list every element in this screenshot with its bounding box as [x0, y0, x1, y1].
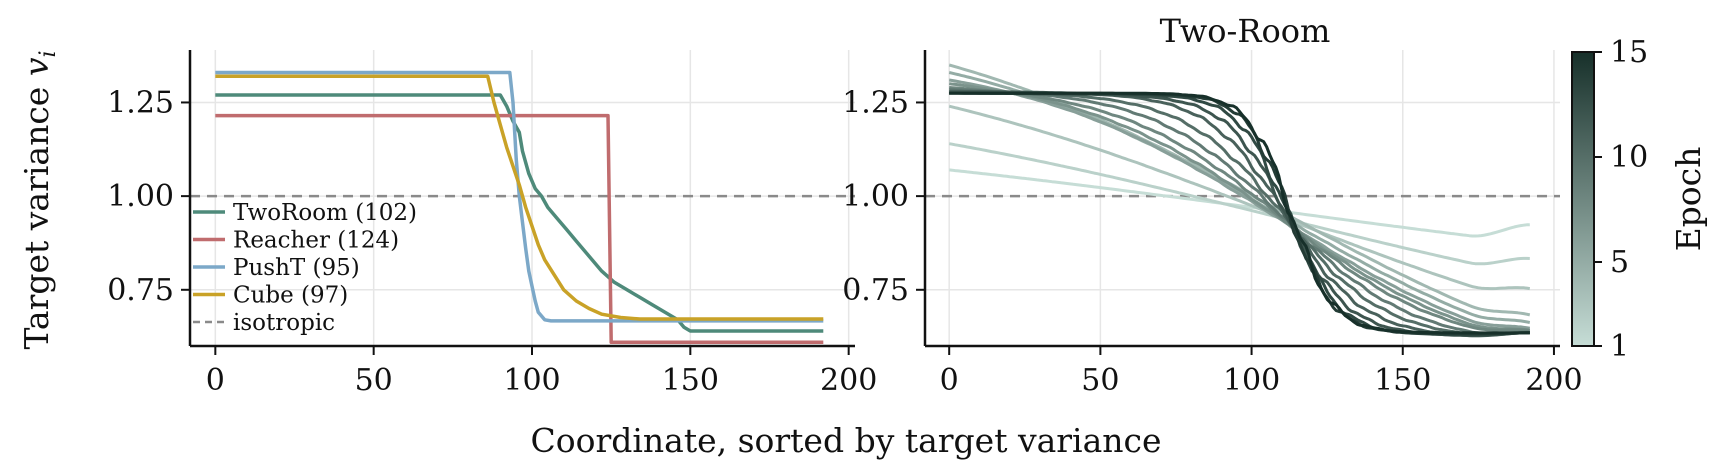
left-axes — [188, 50, 855, 348]
legend-label: isotropic — [233, 310, 335, 336]
x-tick-label: 150 — [662, 363, 719, 398]
y-axis-label: Target variance vi — [17, 50, 61, 349]
legend: TwoRoom (102)Reacher (124)PushT (95)Cube… — [193, 200, 417, 336]
x-tick-label: 50 — [355, 363, 393, 398]
y-axis-label-text: Target variance — [17, 76, 56, 349]
left-panel: 0 50 100 150 200 0.75 1.00 1.25 TwoRoom (102)Re… — [107, 50, 877, 398]
colorbar-tick-label: 10 — [1610, 140, 1648, 175]
epoch-line-6 — [948, 78, 1531, 330]
epoch-line-8 — [949, 86, 1530, 332]
y-tick-label: 0.75 — [842, 273, 909, 308]
epoch-line-15 — [949, 91, 1530, 335]
y-tick-label: 1.25 — [842, 85, 909, 120]
series-line-cube-97 — [215, 74, 824, 321]
x-tick-label: 150 — [1374, 363, 1431, 398]
legend-label: Reacher (124) — [233, 228, 399, 254]
x-tick-label: 0 — [206, 363, 225, 398]
x-axis-label: Coordinate, sorted by target variance — [530, 421, 1161, 460]
x-tick-label: 0 — [940, 363, 959, 398]
y-axis-label-symbol: v — [17, 57, 56, 76]
colorbar-gradient — [1571, 51, 1595, 347]
x-tick-label: 100 — [1223, 363, 1280, 398]
epoch-line-7 — [949, 82, 1530, 332]
colorbar-tick-label: 5 — [1610, 245, 1629, 280]
right-axes — [923, 50, 1560, 348]
left-ticks: 0 50 100 150 200 0.75 1.00 1.25 — [107, 85, 877, 398]
x-tick-label: 100 — [503, 363, 560, 398]
series-line-reacher-124 — [215, 113, 824, 345]
y-tick-label: 1.00 — [107, 179, 174, 214]
colorbar-label: Epoch — [1669, 147, 1708, 252]
legend-label: PushT (95) — [233, 255, 360, 281]
y-tick-label: 1.00 — [842, 179, 909, 214]
y-axis-label-subscript: i — [36, 50, 61, 57]
colorbar-tick-label: 15 — [1610, 35, 1648, 70]
series-line-tworoom-102 — [215, 93, 824, 333]
colorbar-tick-label: 1 — [1610, 329, 1629, 364]
right-epoch-lines — [948, 63, 1531, 338]
epoch-line-1 — [949, 168, 1530, 238]
x-tick-label: 200 — [1525, 363, 1582, 398]
x-tick-label: 200 — [820, 363, 877, 398]
left-series-lines — [215, 70, 824, 345]
series-line-pusht-95 — [215, 70, 824, 323]
y-tick-label: 0.75 — [107, 273, 174, 308]
right-panel-title: Two-Room — [1160, 12, 1331, 50]
legend-label: Cube (97) — [233, 283, 348, 309]
right-ticks: 0 50 100 150 200 0.75 1.00 1.25 — [842, 85, 1582, 398]
y-tick-label: 1.25 — [107, 85, 174, 120]
epoch-line-2 — [948, 142, 1530, 266]
epoch-line-3 — [948, 104, 1531, 291]
x-tick-label: 50 — [1081, 363, 1119, 398]
right-panel: Two-Room 0 50 100 150 200 0.75 1.00 1.25 — [842, 12, 1582, 398]
legend-label: TwoRoom (102) — [233, 200, 417, 226]
